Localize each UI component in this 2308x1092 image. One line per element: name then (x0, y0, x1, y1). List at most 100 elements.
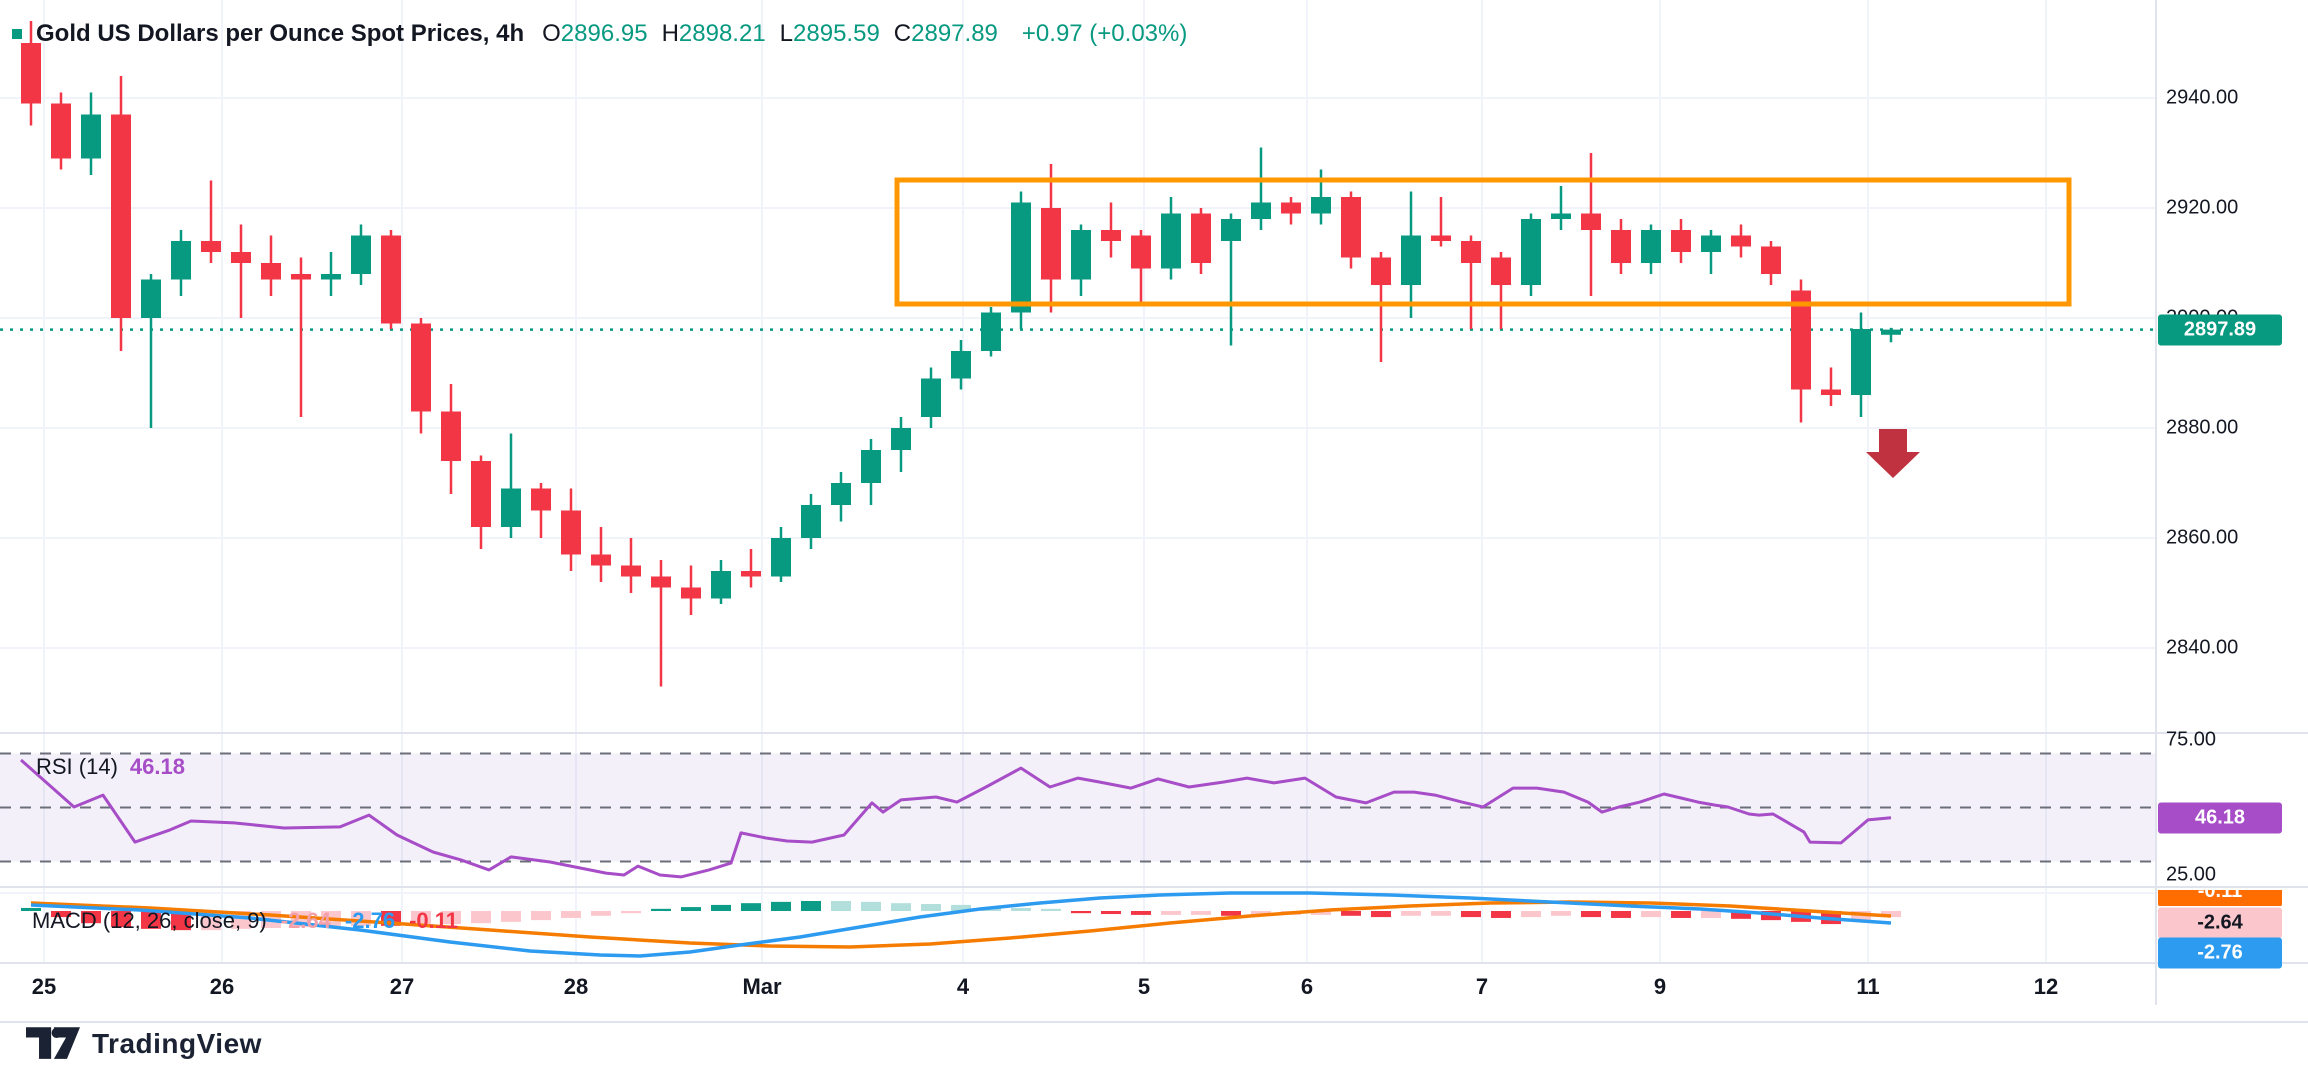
price-axis-label: 2920.00 (2166, 196, 2239, 219)
rsi-label: RSI (14) (36, 754, 118, 779)
macd-histogram-bar (1491, 911, 1511, 918)
macd-histogram-bar (1881, 911, 1901, 918)
candle-body (1341, 197, 1361, 258)
candle-body (1671, 230, 1691, 252)
rsi-axis-upper-label: 75.00 (2166, 728, 2217, 751)
macd-histogram-bar (1101, 911, 1121, 915)
macd-histogram-bar (711, 904, 731, 911)
candle-body (1491, 257, 1511, 285)
range-box-annotation[interactable] (894, 177, 2072, 307)
time-axis[interactable] (0, 963, 2156, 1005)
macd-histogram-bar (1191, 911, 1211, 915)
candle-body (81, 114, 101, 159)
macd-histogram-bar (441, 911, 461, 925)
macd-histogram-bar (1581, 911, 1601, 918)
ohlc-h: H2898.21 (661, 20, 766, 47)
time-axis-label: 9 (1653, 974, 1667, 999)
macd-histogram-bar (1731, 911, 1751, 919)
candle-body (291, 274, 311, 280)
candle-body (1461, 241, 1481, 263)
candle-body (1071, 230, 1091, 280)
macd-histogram-bar (471, 911, 491, 924)
macd-histogram-bar (591, 911, 611, 916)
time-axis-label: 11 (1856, 974, 1880, 999)
macd-histogram-bar (1701, 911, 1721, 918)
macd-legend-histogram-value: -2.64 (280, 908, 331, 933)
candle-body (501, 488, 521, 527)
candle-body (1761, 246, 1781, 274)
candle-body (1371, 257, 1391, 285)
candle-body (1251, 202, 1271, 219)
brand-footer: TradingView (26, 1026, 262, 1062)
macd-legend-signal-value: -0.11 (409, 908, 458, 933)
macd-histogram-bar (21, 907, 41, 911)
macd-histogram-bar (831, 900, 851, 911)
rsi-line (20, 758, 1892, 879)
macd-histogram-bar (891, 903, 911, 911)
price-axis[interactable] (2156, 0, 2308, 1005)
candle-body (1041, 208, 1061, 280)
macd-histogram-bar (921, 904, 941, 911)
macd-histogram-bar (1671, 911, 1691, 918)
candle-body (1311, 197, 1331, 214)
change-readout: +0.97 (+0.03%) (1021, 20, 1188, 47)
candle-body (1701, 235, 1721, 252)
candle-body (1611, 230, 1631, 263)
candle-body (1401, 235, 1421, 285)
rsi-legend: RSI (14) 46.18 (36, 754, 185, 780)
last-price-badge: 2897.89 (2158, 314, 2282, 346)
price-axis-label: 2840.00 (2166, 636, 2239, 659)
candle-body (531, 488, 551, 511)
candle-body (591, 554, 611, 566)
macd-histogram-bar (1341, 911, 1361, 916)
rsi-axis-lower-label: 25.00 (2166, 863, 2217, 886)
macd-histogram-bar (771, 901, 791, 911)
time-axis-label: 4 (956, 974, 970, 999)
macd-legend: MACD (12, 26, close, 9) -2.64 -2.76 -0.11 (32, 908, 472, 934)
macd-histogram-bar (1551, 911, 1571, 916)
time-axis-label: 27 (389, 974, 415, 999)
macd-histogram-bar (1851, 911, 1871, 922)
macd-line (30, 891, 1892, 958)
macd-histogram-bar (411, 911, 431, 925)
candle-body (1431, 235, 1451, 241)
macd-histogram-bar (1161, 911, 1181, 915)
candle-body (1791, 290, 1811, 390)
candle-body (1551, 213, 1571, 219)
price-axis-label: 2860.00 (2166, 526, 2239, 549)
macd-values: -2.64 -2.76 -0.11 (281, 908, 472, 934)
candle-body (1851, 329, 1871, 395)
candle-body (651, 576, 671, 588)
time-axis-label: 5 (1137, 974, 1151, 999)
candle-body (681, 587, 701, 599)
candle-body (741, 571, 761, 577)
candle-body (411, 323, 431, 412)
candle-body (861, 450, 881, 483)
macd-legend-macd-value: -2.76 (344, 908, 396, 933)
candle-body (1641, 230, 1661, 263)
macd-signal-line (30, 900, 1892, 949)
time-axis-label: 26 (209, 974, 235, 999)
macd-histogram-bar (1251, 911, 1271, 916)
series-marker-icon (12, 29, 22, 39)
candle-body (201, 241, 221, 252)
macd-histogram-bar (861, 901, 881, 911)
macd-histogram-bar (1521, 911, 1541, 918)
time-axis-label: 7 (1475, 974, 1489, 999)
macd-histogram-badge: -2.64 (2158, 907, 2282, 939)
candle-body (1131, 235, 1151, 269)
time-axis-label: 6 (1300, 974, 1314, 999)
candle-body (321, 274, 341, 280)
time-axis-label: Mar (742, 974, 782, 999)
candle-body (831, 483, 851, 505)
macd-histogram-bar (1371, 911, 1391, 918)
time-axis-label: 28 (563, 974, 589, 999)
candle-body (561, 510, 581, 555)
down-arrow-annotation[interactable] (1866, 429, 1920, 478)
candlestick-series (21, 21, 1901, 687)
candle-body (1881, 329, 1901, 335)
macd-histogram-bar (561, 911, 581, 918)
rsi-value-badge: 46.18 (2158, 802, 2282, 834)
candle-body (141, 279, 161, 318)
